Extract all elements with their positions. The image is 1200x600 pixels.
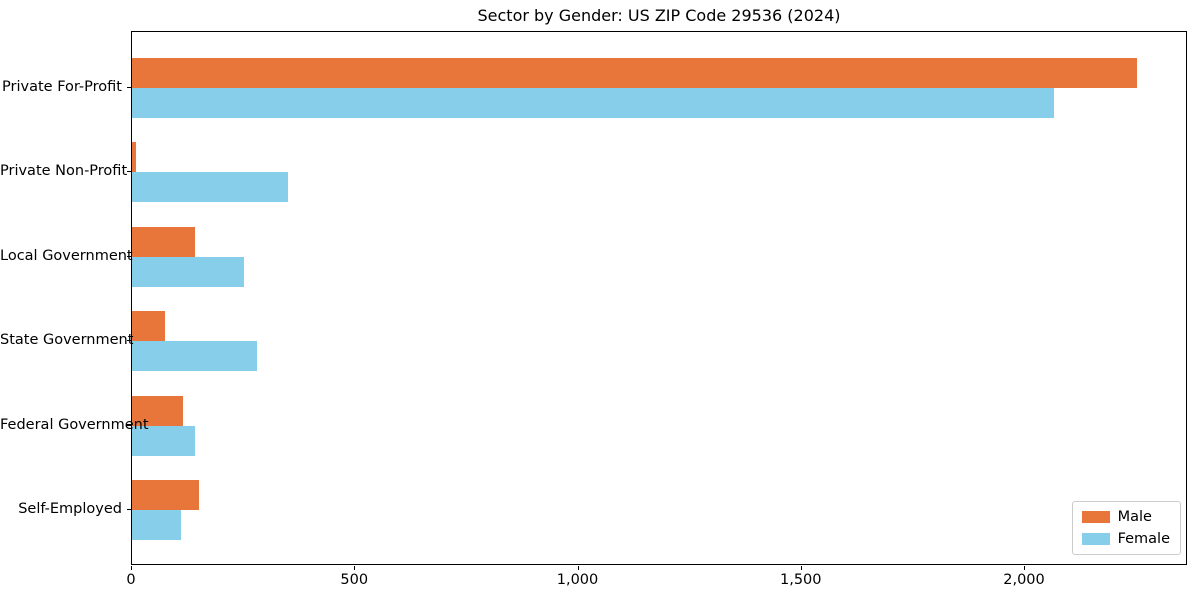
xtick-mark-1500 [800, 566, 802, 570]
male-color-swatch [1081, 511, 1110, 523]
ytick-mark-private-non-profit [127, 171, 131, 173]
bar-male-local-government [132, 226, 195, 257]
plot-area: Male Female [131, 31, 1187, 565]
ytick-label-federal-government: Federal Government [0, 416, 149, 433]
xtick-mark-500 [354, 566, 356, 570]
bar-female-private-non-profit [132, 172, 289, 203]
xtick-label-500: 500 [340, 572, 369, 588]
xtick-label-2000: 2,000 [1003, 572, 1045, 588]
bar-female-local-government [132, 256, 244, 287]
female-color-swatch [1081, 533, 1110, 545]
legend-item-female: Female [1081, 531, 1170, 547]
bar-female-state-government [132, 341, 258, 372]
bar-female-self-employed [132, 510, 182, 540]
xtick-label-1500: 1,500 [780, 572, 822, 588]
bar-female-private-for-profit [132, 88, 1055, 118]
legend-label-male: Male [1117, 509, 1152, 525]
legend-label-female: Female [1117, 531, 1170, 547]
legend: Male Female [1071, 501, 1181, 555]
chart-title: Sector by Gender: US ZIP Code 29536 (202… [477, 6, 841, 25]
ytick-mark-state-government [127, 340, 131, 342]
ytick-mark-local-government [127, 255, 131, 257]
ytick-label-private-for-profit: Private For-Profit [2, 79, 122, 95]
xtick-label-1000: 1,000 [556, 572, 599, 588]
ytick-label-local-government: Local Government [0, 247, 133, 264]
bar-male-state-government [132, 311, 166, 342]
xtick-mark-0 [131, 566, 132, 570]
ytick-mark-self-employed [127, 509, 131, 510]
ytick-label-private-non-profit: Private Non-Profit [0, 163, 128, 180]
xtick-mark-2000 [1024, 566, 1026, 570]
ytick-label-state-government: State Government [0, 332, 134, 349]
ytick-label-self-employed: Self-Employed [18, 501, 122, 517]
bar-male-self-employed [132, 480, 199, 510]
bar-male-federal-government [132, 395, 184, 426]
legend-item-male: Male [1081, 509, 1170, 525]
xtick-label-0: 0 [126, 572, 136, 588]
bar-male-private-non-profit [132, 142, 136, 173]
bar-female-federal-government [132, 425, 195, 456]
xtick-mark-1000 [577, 566, 579, 570]
ytick-mark-federal-government [127, 424, 131, 426]
bar-male-private-for-profit [132, 58, 1137, 88]
ytick-mark-private-for-profit [127, 87, 131, 88]
